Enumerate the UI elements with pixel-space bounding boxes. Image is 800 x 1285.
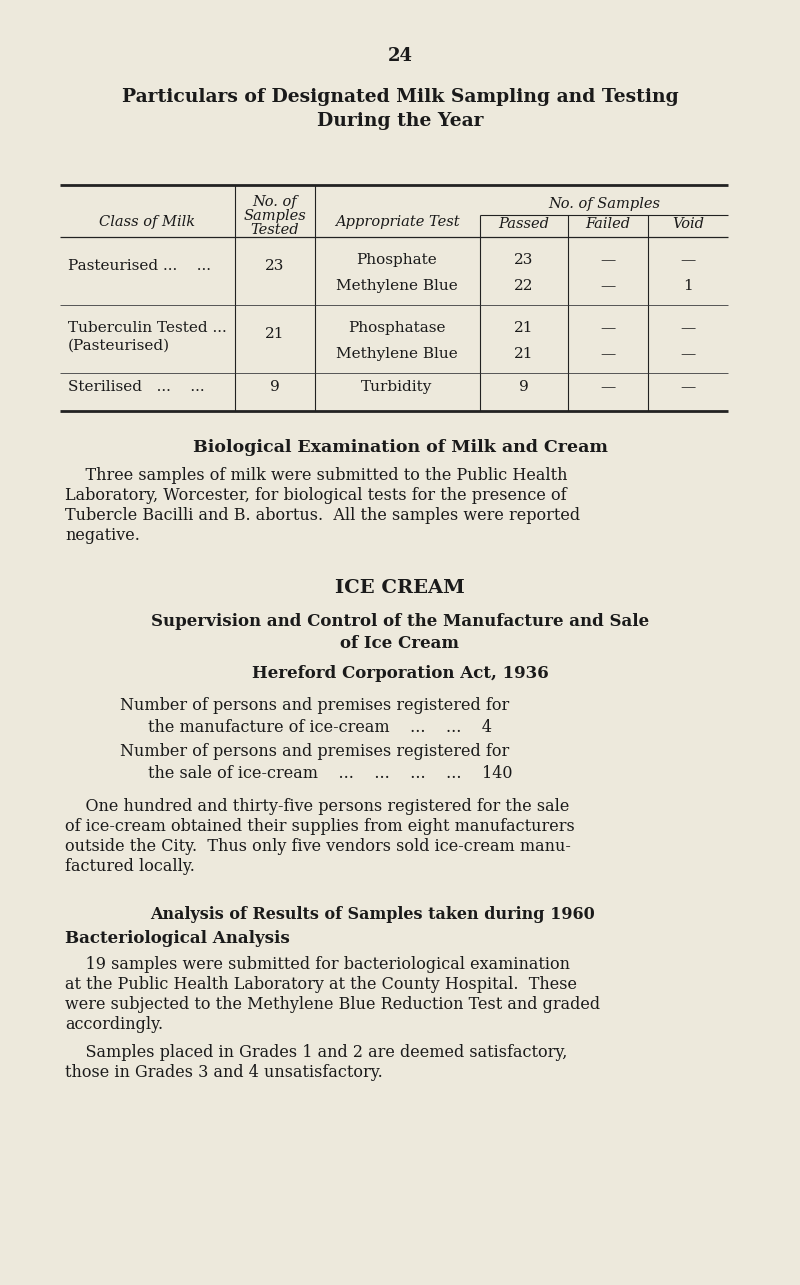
Text: ICE CREAM: ICE CREAM — [335, 580, 465, 598]
Text: —: — — [600, 347, 616, 361]
Text: Number of persons and premises registered for: Number of persons and premises registere… — [120, 696, 510, 714]
Text: One hundred and thirty-five persons registered for the sale: One hundred and thirty-five persons regi… — [65, 798, 570, 815]
Text: 1: 1 — [683, 279, 693, 293]
Text: Samples placed in Grades 1 and 2 are deemed satisfactory,: Samples placed in Grades 1 and 2 are dee… — [65, 1043, 567, 1061]
Text: accordingly.: accordingly. — [65, 1016, 163, 1033]
Text: were subjected to the Methylene Blue Reduction Test and graded: were subjected to the Methylene Blue Red… — [65, 996, 600, 1013]
Text: Tubercle Bacilli and B. abortus.  All the samples were reported: Tubercle Bacilli and B. abortus. All the… — [65, 508, 580, 524]
Text: Turbidity: Turbidity — [362, 380, 433, 394]
Text: Pasteurised ...    ...: Pasteurised ... ... — [68, 260, 211, 272]
Text: of ice-cream obtained their supplies from eight manufacturers: of ice-cream obtained their supplies fro… — [65, 819, 574, 835]
Text: Failed: Failed — [586, 217, 630, 231]
Text: Tested: Tested — [250, 224, 299, 236]
Text: Particulars of Designated Milk Sampling and Testing: Particulars of Designated Milk Sampling … — [122, 87, 678, 105]
Text: Samples: Samples — [244, 209, 306, 224]
Text: Appropriate Test: Appropriate Test — [334, 215, 459, 229]
Text: Void: Void — [672, 217, 704, 231]
Text: —: — — [680, 253, 696, 267]
Text: Sterilised   ...    ...: Sterilised ... ... — [68, 380, 205, 394]
Text: 23: 23 — [514, 253, 534, 267]
Text: the sale of ice-cream    ...    ...    ...    ...    140: the sale of ice-cream ... ... ... ... 14… — [148, 765, 513, 783]
Text: Supervision and Control of the Manufacture and Sale: Supervision and Control of the Manufactu… — [151, 613, 649, 630]
Text: Laboratory, Worcester, for biological tests for the presence of: Laboratory, Worcester, for biological te… — [65, 487, 566, 504]
Text: Methylene Blue: Methylene Blue — [336, 279, 458, 293]
Text: of Ice Cream: of Ice Cream — [341, 635, 459, 651]
Text: Analysis of Results of Samples taken during 1960: Analysis of Results of Samples taken dur… — [150, 906, 594, 923]
Text: —: — — [680, 347, 696, 361]
Text: outside the City.  Thus only five vendors sold ice-cream manu-: outside the City. Thus only five vendors… — [65, 838, 571, 855]
Text: No. of: No. of — [253, 195, 298, 209]
Text: 19 samples were submitted for bacteriological examination: 19 samples were submitted for bacteriolo… — [65, 956, 570, 973]
Text: Passed: Passed — [498, 217, 550, 231]
Text: those in Grades 3 and 4 unsatisfactory.: those in Grades 3 and 4 unsatisfactory. — [65, 1064, 382, 1081]
Text: Tuberculin Tested ...: Tuberculin Tested ... — [68, 321, 226, 335]
Text: —: — — [680, 380, 696, 394]
Text: 9: 9 — [519, 380, 529, 394]
Text: 23: 23 — [266, 260, 285, 272]
Text: negative.: negative. — [65, 527, 140, 544]
Text: —: — — [600, 253, 616, 267]
Text: —: — — [680, 321, 696, 335]
Text: Class of Milk: Class of Milk — [99, 215, 195, 229]
Text: 21: 21 — [514, 321, 534, 335]
Text: —: — — [600, 321, 616, 335]
Text: No. of Samples: No. of Samples — [548, 197, 660, 211]
Text: 21: 21 — [514, 347, 534, 361]
Text: Biological Examination of Milk and Cream: Biological Examination of Milk and Cream — [193, 439, 607, 456]
Text: —: — — [600, 279, 616, 293]
Text: factured locally.: factured locally. — [65, 858, 195, 875]
Text: 24: 24 — [387, 48, 413, 66]
Text: (Pasteurised): (Pasteurised) — [68, 339, 170, 353]
Text: Phosphatase: Phosphatase — [348, 321, 446, 335]
Text: Hereford Corporation Act, 1936: Hereford Corporation Act, 1936 — [252, 666, 548, 682]
Text: Number of persons and premises registered for: Number of persons and premises registere… — [120, 743, 510, 759]
Text: at the Public Health Laboratory at the County Hospital.  These: at the Public Health Laboratory at the C… — [65, 977, 577, 993]
Text: 9: 9 — [270, 380, 280, 394]
Text: 22: 22 — [514, 279, 534, 293]
Text: Methylene Blue: Methylene Blue — [336, 347, 458, 361]
Text: During the Year: During the Year — [317, 112, 483, 130]
Text: Phosphate: Phosphate — [357, 253, 438, 267]
Text: —: — — [600, 380, 616, 394]
Text: Three samples of milk were submitted to the Public Health: Three samples of milk were submitted to … — [65, 466, 567, 484]
Text: 21: 21 — [266, 326, 285, 341]
Text: Bacteriological Analysis: Bacteriological Analysis — [65, 930, 290, 947]
Text: the manufacture of ice-cream    ...    ...    4: the manufacture of ice-cream ... ... 4 — [148, 720, 492, 736]
